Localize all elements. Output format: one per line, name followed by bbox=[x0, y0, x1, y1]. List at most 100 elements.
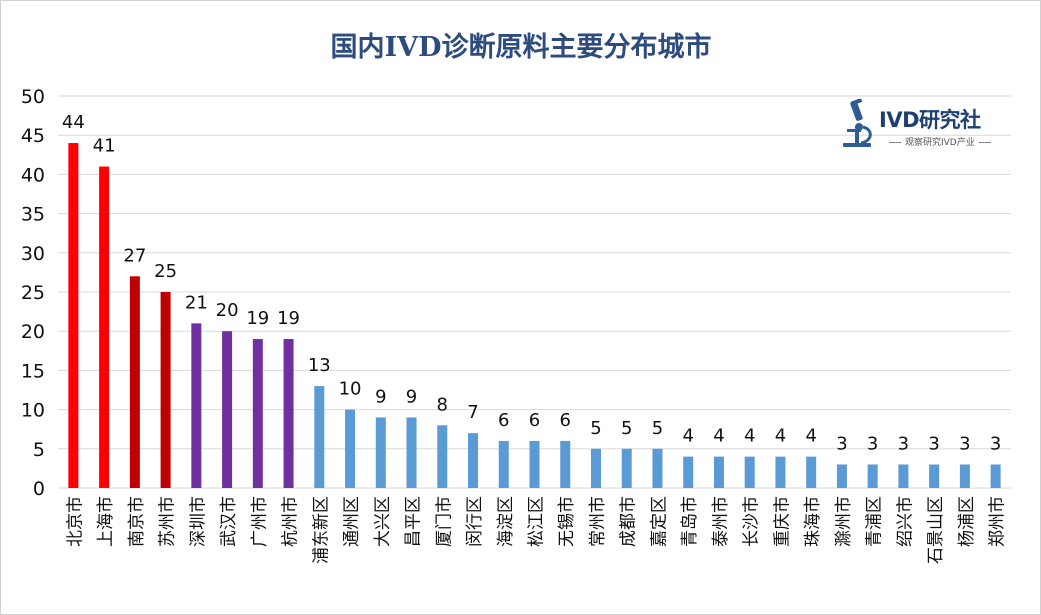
bar bbox=[375, 417, 386, 488]
data-label: 4 bbox=[775, 426, 786, 447]
data-label: 5 bbox=[590, 418, 601, 439]
data-label: 6 bbox=[529, 410, 540, 431]
data-label: 4 bbox=[713, 426, 724, 447]
x-tick-label: 杨浦区 bbox=[957, 496, 977, 547]
bar bbox=[437, 425, 448, 488]
data-label: 9 bbox=[406, 386, 417, 407]
y-tick-label: 5 bbox=[33, 439, 45, 461]
bar bbox=[406, 417, 417, 488]
data-label: 3 bbox=[990, 433, 1001, 454]
x-tick-label: 通州区 bbox=[342, 496, 362, 547]
x-tick-label: 无锡市 bbox=[557, 496, 577, 547]
data-label: 3 bbox=[898, 433, 909, 454]
x-tick-label: 泰州市 bbox=[711, 496, 731, 547]
bar bbox=[775, 456, 786, 488]
data-label: 9 bbox=[375, 386, 386, 407]
x-tick-label: 珠海市 bbox=[803, 496, 823, 547]
x-tick-label: 青浦区 bbox=[865, 496, 885, 547]
bar bbox=[160, 292, 171, 488]
data-label: 44 bbox=[62, 112, 85, 133]
x-tick-label: 长沙市 bbox=[742, 496, 762, 547]
bar bbox=[99, 166, 110, 488]
y-tick-label: 40 bbox=[21, 164, 45, 186]
brand-logo: IVD研究社 观察研究IVD产业 bbox=[837, 99, 997, 157]
bar bbox=[836, 464, 847, 488]
data-label: 19 bbox=[277, 308, 300, 329]
x-tick-label: 大兴区 bbox=[373, 496, 393, 547]
bar bbox=[283, 339, 294, 488]
bar bbox=[468, 433, 479, 488]
data-label: 3 bbox=[928, 433, 939, 454]
data-label: 8 bbox=[437, 394, 448, 415]
x-tick-label: 青岛市 bbox=[680, 496, 700, 547]
x-tick-label: 苏州市 bbox=[158, 496, 178, 547]
y-tick-label: 20 bbox=[21, 321, 45, 343]
data-label: 5 bbox=[621, 418, 632, 439]
bar bbox=[129, 276, 140, 488]
y-tick-label: 35 bbox=[21, 204, 45, 226]
data-label: 6 bbox=[560, 410, 571, 431]
y-tick-label: 10 bbox=[21, 400, 45, 422]
logo-name: IVD研究社 bbox=[879, 108, 981, 132]
x-tick-label: 重庆市 bbox=[772, 496, 792, 547]
data-label: 19 bbox=[246, 308, 269, 329]
bar bbox=[560, 440, 571, 488]
bars bbox=[68, 143, 1001, 489]
x-tick-label: 海淀区 bbox=[496, 496, 516, 547]
x-tick-label: 武汉市 bbox=[219, 496, 239, 547]
bar bbox=[529, 440, 540, 488]
data-label: 6 bbox=[498, 410, 509, 431]
data-label: 4 bbox=[805, 426, 816, 447]
bar bbox=[590, 448, 601, 488]
data-label: 27 bbox=[123, 245, 146, 266]
bar bbox=[252, 339, 263, 488]
bar bbox=[191, 323, 202, 488]
x-tick-label: 浦东新区 bbox=[311, 496, 331, 564]
bar bbox=[621, 448, 632, 488]
data-label: 3 bbox=[836, 433, 847, 454]
data-label: 3 bbox=[959, 433, 970, 454]
bar bbox=[990, 464, 1001, 488]
bar bbox=[959, 464, 970, 488]
bar bbox=[806, 456, 817, 488]
gridlines bbox=[58, 95, 1011, 489]
bar bbox=[68, 143, 79, 489]
data-label: 25 bbox=[154, 261, 177, 282]
bar bbox=[314, 386, 325, 488]
y-tick-label: 45 bbox=[21, 125, 45, 147]
x-tick-label: 深圳市 bbox=[188, 496, 208, 547]
bar bbox=[683, 456, 694, 488]
data-label: 3 bbox=[867, 433, 878, 454]
y-axis: 0 5 10 15 20 25 30 35 40 45 50 bbox=[21, 86, 45, 500]
x-tick-label: 厦门市 bbox=[434, 496, 454, 547]
x-tick-label: 广州市 bbox=[250, 496, 270, 547]
x-tick-label: 南京市 bbox=[127, 496, 147, 547]
x-tick-label: 绍兴市 bbox=[895, 496, 915, 547]
data-label: 4 bbox=[682, 426, 693, 447]
y-tick-label: 15 bbox=[21, 360, 45, 382]
data-label: 10 bbox=[339, 379, 362, 400]
y-tick-label: 25 bbox=[21, 282, 45, 304]
bar bbox=[498, 440, 509, 488]
logo-tagline: 观察研究IVD产业 bbox=[885, 135, 995, 148]
bar bbox=[898, 464, 909, 488]
x-tick-label: 滁州市 bbox=[834, 496, 854, 547]
data-label: 13 bbox=[308, 355, 331, 376]
bar bbox=[929, 464, 940, 488]
data-label: 5 bbox=[652, 418, 663, 439]
bar bbox=[713, 456, 724, 488]
x-tick-label: 石景山区 bbox=[926, 496, 946, 564]
data-label: 20 bbox=[216, 300, 239, 321]
y-tick-label: 50 bbox=[21, 86, 45, 108]
bar bbox=[222, 331, 233, 488]
data-label: 21 bbox=[185, 292, 208, 313]
x-tick-label: 郑州市 bbox=[988, 496, 1008, 547]
bar bbox=[652, 448, 663, 488]
x-tick-label: 北京市 bbox=[65, 496, 85, 547]
chart-title: 国内IVD诊断原料主要分布城市 bbox=[331, 31, 712, 63]
x-tick-label: 松江区 bbox=[527, 496, 547, 547]
x-tick-label: 成都市 bbox=[619, 496, 639, 547]
